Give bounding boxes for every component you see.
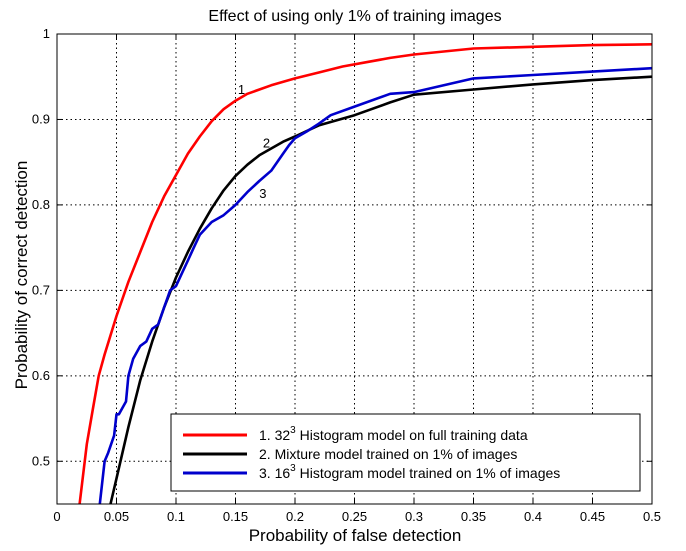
curve-label-1: 1 xyxy=(238,82,245,97)
y-tick-label: 1 xyxy=(43,26,50,41)
x-tick-label: 0.3 xyxy=(405,509,423,524)
x-tick-label: 0.15 xyxy=(223,509,248,524)
y-tick-label: 0.7 xyxy=(32,282,50,297)
x-tick-label: 0 xyxy=(53,509,60,524)
tick-marks: 0 0.05 0.1 0.15 0.2 0.25 0.3 0.35 0.4 0.45 0.5 0.5 0… xyxy=(32,26,661,524)
curve-labels: 1 2 3 xyxy=(238,82,270,201)
series-layer xyxy=(78,43,652,504)
series-line-1 xyxy=(78,43,652,504)
y-tick-label: 0.5 xyxy=(32,453,50,468)
legend-box xyxy=(170,413,641,492)
x-tick-label: 0.45 xyxy=(580,509,605,524)
series-line-3 xyxy=(98,66,652,504)
curve-label-2: 2 xyxy=(263,136,270,151)
curve-label-3: 3 xyxy=(259,186,266,201)
legend-entry-2: 2. Mixture model trained on 1% of images xyxy=(259,446,517,462)
x-tick-label: 0.35 xyxy=(461,509,486,524)
legend-entry-1: 1. 323 Histogram model on full training … xyxy=(259,425,528,443)
chart-title: Effect of using only 1% of training imag… xyxy=(208,8,501,25)
series-line-2 xyxy=(109,75,652,504)
legend: 1. 323 Histogram model on full training … xyxy=(170,413,641,492)
y-tick-label: 0.6 xyxy=(32,368,50,383)
y-tick-label: 0.8 xyxy=(32,197,50,212)
x-tick-label: 0.25 xyxy=(342,509,367,524)
x-tick-label: 0.2 xyxy=(286,509,304,524)
y-axis-label: Probability of correct detection xyxy=(12,161,31,390)
legend-entry-3: 3. 163 Histogram model trained on 1% of … xyxy=(259,463,560,481)
x-tick-label: 0.1 xyxy=(167,509,185,524)
x-tick-label: 0.4 xyxy=(524,509,542,524)
x-axis-label: Probability of false detection xyxy=(249,526,462,545)
y-tick-label: 0.9 xyxy=(32,111,50,126)
x-tick-label: 0.5 xyxy=(643,509,661,524)
x-tick-label: 0.05 xyxy=(104,509,129,524)
